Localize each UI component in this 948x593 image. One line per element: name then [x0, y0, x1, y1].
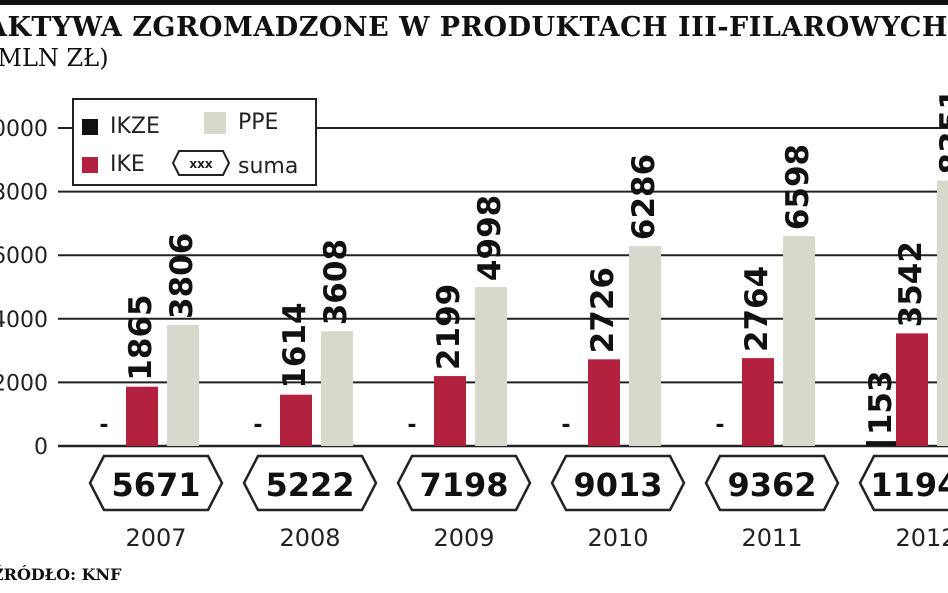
data-label-ikze: - [561, 413, 570, 438]
legend-suma-symbol: xxx [189, 157, 212, 171]
bar-ppe [937, 180, 948, 446]
bar-ppe [321, 331, 353, 446]
bar-ike [280, 394, 312, 446]
suma-value: 9013 [573, 466, 662, 504]
legend-label-ike: IKE [110, 152, 145, 177]
legend: IKZE IKE PPE xxx suma [72, 98, 317, 186]
suma-hexagon [858, 454, 948, 512]
data-label-ike: 1865 [123, 294, 159, 380]
x-tick-label: 2011 [741, 524, 802, 552]
suma-value: 5671 [111, 466, 200, 504]
data-label-ikze: - [407, 413, 416, 438]
legend-label-suma: suma [238, 153, 299, 179]
suma-hexagon [88, 454, 224, 512]
data-label-ike: 3542 [893, 241, 929, 327]
x-tick-label: 2009 [433, 524, 494, 552]
y-tick-label: 8000 [0, 181, 48, 206]
bar-ppe [783, 236, 815, 446]
suma-value: 5222 [265, 466, 354, 504]
data-label-ikze: - [715, 413, 724, 438]
bar-ppe [629, 246, 661, 446]
source-note: ŹRÓDŁO: KNF [0, 565, 122, 584]
bar-ike [434, 376, 466, 446]
y-tick-label: 0 [34, 435, 48, 460]
data-label-ikze: - [99, 413, 108, 438]
suma-hexagon-icon: xxx [171, 150, 231, 182]
data-label-ikze: - [253, 413, 262, 438]
data-label-ike: 2764 [739, 266, 775, 352]
chart-title: AKTYWA ZGROMADZONE W PRODUKTACH III-FILA… [0, 12, 948, 43]
y-tick-label: 2000 [0, 371, 48, 396]
data-label-ppe: 3608 [318, 239, 354, 325]
x-tick-label: 2010 [587, 524, 648, 552]
suma-hexagon [242, 454, 378, 512]
data-label-ppe: 3806 [164, 233, 200, 319]
data-label-ikze: 153 [863, 370, 899, 435]
suma-hexagon [396, 454, 532, 512]
top-rule [0, 0, 948, 5]
data-label-ppe: 6598 [780, 144, 816, 230]
y-tick-label: 10000 [0, 117, 48, 142]
data-label-ike: 2199 [431, 284, 467, 370]
suma-value: 7198 [419, 466, 508, 504]
y-tick-label: 6000 [0, 244, 48, 269]
x-tick-label: 2012 [895, 524, 948, 552]
data-label-ike: 1614 [277, 302, 313, 388]
bar-ike [896, 333, 928, 446]
data-label-ike: 2726 [585, 267, 621, 353]
bar-ike [588, 359, 620, 446]
legend-item-ike: IKE [82, 152, 145, 177]
chart-subtitle: (MLN ZŁ) [0, 44, 109, 72]
legend-item-ikze: IKZE [82, 114, 160, 139]
legend-label-ikze: IKZE [110, 114, 160, 139]
bar-ikze [866, 441, 898, 446]
data-label-ppe: 8351 [934, 88, 948, 174]
data-label-ppe: 4998 [472, 195, 508, 281]
suma-hexagon [704, 454, 840, 512]
legend-swatch-ppe [204, 111, 226, 134]
suma-hexagon [550, 454, 686, 512]
suma-value: 9362 [727, 466, 816, 504]
legend-swatch-ike [82, 156, 98, 173]
bar-ike [126, 386, 158, 446]
suma-value: 11946 [870, 466, 948, 504]
x-tick-label: 2007 [125, 524, 186, 552]
bar-ppe [475, 287, 507, 446]
bar-ppe [167, 324, 199, 446]
bar-ike [742, 358, 774, 446]
legend-swatch-ikze [82, 118, 98, 135]
legend-label-ppe: PPE [238, 110, 279, 135]
x-tick-label: 2008 [279, 524, 340, 552]
legend-item-suma: xxx suma [171, 150, 299, 182]
y-tick-label: 4000 [0, 308, 48, 333]
data-label-ppe: 6286 [626, 154, 662, 240]
legend-item-ppe: PPE [204, 110, 278, 135]
